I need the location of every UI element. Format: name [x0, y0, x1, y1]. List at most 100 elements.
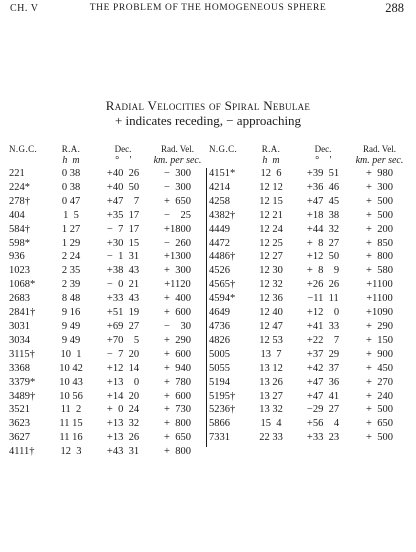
dec-cell: +47 45 [306, 195, 340, 207]
ngc-cell: 3489† [9, 390, 36, 402]
dec-cell: +33 43 [106, 293, 140, 305]
dec-cell: −29 27 [306, 404, 340, 416]
ngc-cell: 4449 [209, 223, 230, 235]
ra-cell: 13 26 [259, 376, 283, 388]
col-header-ngc: N.G.C. [9, 144, 38, 154]
dec-cell: +13 26 [106, 432, 140, 444]
ra-cell: 12 30 [259, 265, 283, 277]
table-row: 4594* 12 36 −11 11 +1100 [209, 292, 410, 306]
ra-cell: 13 27 [259, 390, 283, 402]
dec-cell: +38 43 [106, 265, 140, 277]
ngc-cell: 4151* [209, 168, 236, 179]
col-header-ra: R.A. [61, 144, 81, 154]
velocity-cell: − 300 [164, 181, 191, 193]
col-units-vel: km. per sec. [355, 155, 404, 166]
table-row: 404 1 5 +35 17 − 25 [9, 209, 206, 223]
ra-cell: 10 42 [59, 362, 83, 374]
table-row: 5195† 13 27 +47 41 + 240 [209, 390, 410, 404]
ra-cell: 15 4 [260, 418, 282, 430]
dec-cell: − 0 21 [106, 279, 140, 291]
ra-cell: 12 32 [259, 279, 283, 291]
col-header-vel: Rad. Vel. [362, 144, 397, 154]
velocity-cell: + 600 [164, 307, 191, 319]
right-table-block: N.G.C. R.A. Dec. Rad. Vel. h m ° ′ km. p… [209, 140, 410, 445]
ra-cell: 0 38 [61, 181, 81, 193]
ra-cell: 12 24 [259, 223, 283, 235]
ngc-cell: 5055 [209, 362, 230, 374]
velocity-cell: + 650 [164, 432, 191, 444]
ra-cell: 11 2 [60, 404, 82, 416]
table-row: 5005 13 7 +37 29 + 900 [209, 348, 410, 362]
velocity-cell: + 600 [164, 348, 191, 360]
col-units-ngc [9, 154, 45, 167]
table-row: 4214 12 12 +36 46 + 300 [209, 181, 410, 195]
ngc-cell: 4649 [209, 307, 230, 319]
ra-cell: 13 32 [259, 404, 283, 416]
left-table: N.G.C. R.A. Dec. Rad. Vel. h m ° ′ km. p… [9, 140, 206, 459]
dec-cell: +36 46 [306, 181, 340, 193]
ngc-cell: 4565† [209, 279, 236, 291]
table-subtitle: + indicates receding, − approaching [114, 113, 302, 128]
ngc-cell: 2683 [9, 293, 30, 305]
ra-cell: 9 49 [61, 334, 81, 346]
dec-cell: +37 29 [306, 348, 340, 360]
ra-cell: 13 12 [259, 362, 283, 374]
col-units-ra: h m [62, 155, 80, 166]
table-row: 5055 13 12 +42 37 + 450 [209, 362, 410, 376]
table-row: 4526 12 30 + 8 9 + 580 [209, 264, 410, 278]
table-row: 5194 13 26 +47 36 + 270 [209, 376, 410, 390]
table-title: Radial Velocities of Spiral Nebulae [105, 98, 311, 113]
ra-cell: 12 27 [259, 251, 283, 263]
table-row: 598* 1 29 +30 15 − 260 [9, 237, 206, 251]
ra-cell: 9 49 [61, 320, 81, 332]
velocity-cell: + 940 [164, 362, 191, 374]
table-row: 5866 15 4 +56 4 + 650 [209, 417, 410, 431]
dec-cell: − 7 17 [106, 223, 140, 235]
ngc-cell: 3623 [9, 418, 30, 430]
ra-cell: 12 6 [260, 168, 282, 179]
dec-cell: +30 15 [106, 237, 140, 249]
velocity-cell: +1800 [164, 223, 191, 235]
dec-cell: + 8 9 [306, 265, 340, 277]
ngc-cell: 4214 [209, 181, 230, 193]
dec-cell: − 1 31 [106, 251, 140, 263]
ra-cell: 1 29 [61, 237, 81, 249]
velocity-cell: +1090 [366, 307, 393, 319]
ra-cell: 12 25 [259, 237, 283, 249]
table-row: 7331 22 33 +33 23 + 500 [209, 431, 410, 445]
table-row: 3031 9 49 +69 27 − 30 [9, 320, 206, 334]
ra-cell: 22 33 [259, 432, 283, 444]
velocity-cell: + 400 [164, 293, 191, 305]
ngc-cell: 278† [9, 195, 30, 207]
ra-cell: 11 16 [59, 432, 83, 444]
table-units-row: h m ° ′ km. per sec. [209, 154, 410, 167]
dec-cell: +40 50 [106, 181, 140, 193]
velocity-cell: + 270 [366, 376, 393, 388]
velocity-cell: + 650 [366, 418, 393, 430]
ra-cell: 12 12 [259, 181, 283, 193]
velocity-cell: − 30 [164, 320, 191, 332]
velocity-cell: + 200 [366, 223, 393, 235]
right-table: N.G.C. R.A. Dec. Rad. Vel. h m ° ′ km. p… [209, 140, 410, 445]
table-row: 221 0 38 +40 26 − 300 [9, 167, 206, 181]
ngc-cell: 3521 [9, 404, 30, 416]
table-row: 3379* 10 43 +13 0 + 780 [9, 376, 206, 390]
ngc-cell: 5195† [209, 390, 236, 402]
ngc-cell: 1068* [9, 279, 36, 291]
ngc-cell: 5194 [209, 376, 230, 388]
dec-cell: +56 4 [306, 418, 340, 430]
table-row: 3034 9 49 +70 5 + 290 [9, 334, 206, 348]
col-header-ra: R.A. [261, 144, 281, 154]
velocity-cell: + 290 [164, 334, 191, 346]
ra-cell: 0 38 [61, 168, 81, 179]
ra-cell: 1 5 [63, 209, 79, 221]
velocity-cell: + 780 [164, 376, 191, 388]
ra-cell: 12 15 [259, 195, 283, 207]
dec-cell: +70 5 [106, 334, 140, 346]
velocity-cell: +1100 [366, 279, 393, 291]
table-row: 584† 1 27 − 7 17 +1800 [9, 223, 206, 237]
dec-cell: +14 20 [106, 390, 140, 402]
velocity-cell: + 300 [164, 265, 191, 277]
ngc-cell: 221 [9, 168, 25, 179]
velocity-cell: + 800 [164, 446, 191, 458]
